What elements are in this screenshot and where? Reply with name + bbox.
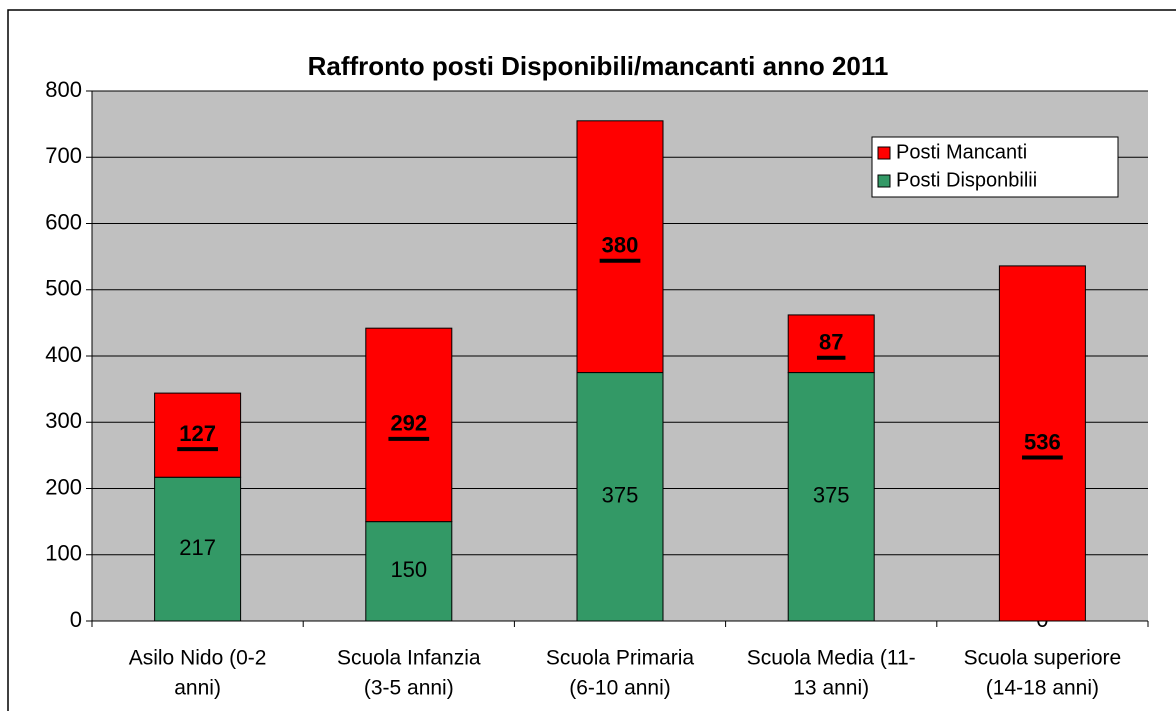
bar-segment [787, 372, 875, 622]
bar-segment [365, 327, 453, 523]
x-tick-label: Scuola Primaria [546, 647, 695, 670]
x-tick-label: (6-10 anni) [569, 677, 671, 700]
legend-swatch [877, 146, 891, 160]
chart-title: Raffronto posti Disponibili/mancanti ann… [308, 51, 889, 81]
bar-segment [998, 265, 1086, 622]
x-tick-label: anni) [174, 677, 221, 700]
data-label: 87 [819, 330, 843, 355]
data-label: 150 [390, 557, 427, 582]
y-tick-label: 800 [45, 77, 82, 102]
bar-segment [154, 392, 242, 478]
data-label: 375 [813, 483, 850, 508]
bar-segment [576, 372, 664, 622]
bar-segment [576, 120, 664, 374]
data-label: 127 [179, 421, 216, 446]
x-tick-label: Asilo Nido (0-2 [129, 647, 267, 670]
y-tick-label: 200 [45, 474, 82, 499]
y-tick-label: 100 [45, 541, 82, 566]
x-tick-label: (14-18 anni) [986, 677, 1099, 700]
y-tick-label: 700 [45, 143, 82, 168]
legend-label: Posti Mancanti [896, 141, 1027, 163]
x-tick-label: Scuola Infanzia [337, 647, 481, 670]
x-tick-label: Scuola Media (11- [747, 647, 916, 670]
data-label: 217 [179, 535, 216, 560]
data-label: 380 [602, 233, 639, 258]
bar-segment [787, 314, 875, 374]
y-tick-label: 500 [45, 276, 82, 301]
x-tick-label: 13 anni) [793, 677, 869, 700]
legend-swatch [877, 174, 891, 188]
data-label: 375 [602, 483, 639, 508]
bar-segment [365, 521, 453, 622]
y-tick-label: 400 [45, 342, 82, 367]
data-label: 536 [1024, 429, 1061, 454]
x-tick-label: Scuola superiore [964, 647, 1122, 670]
y-tick-label: 600 [45, 209, 82, 234]
y-tick-label: 300 [45, 408, 82, 433]
legend-box [871, 136, 1119, 198]
x-tick-label: (3-5 anni) [364, 677, 454, 700]
data-label: 292 [390, 411, 427, 436]
y-tick-label: 0 [70, 607, 82, 632]
legend-label: Posti Disponbilii [896, 169, 1037, 191]
